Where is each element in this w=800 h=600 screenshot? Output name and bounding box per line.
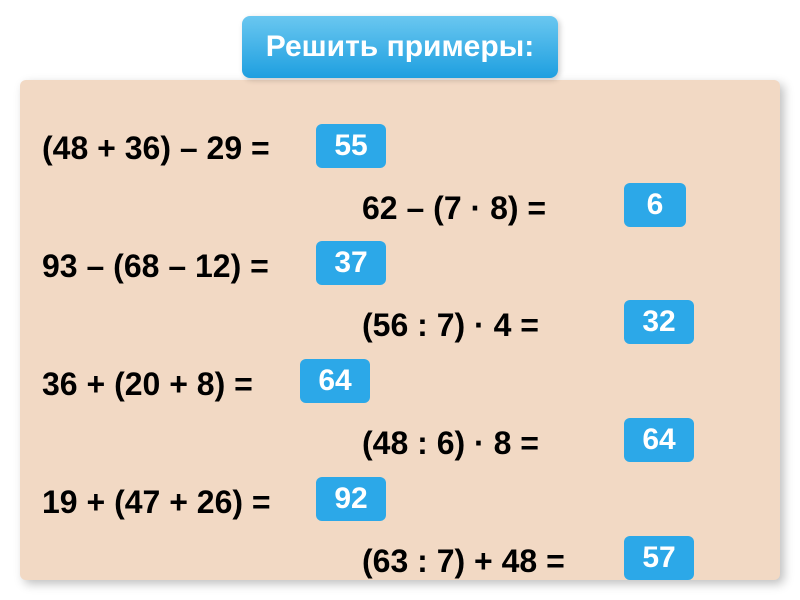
problem-4: (56 : 7) · 4 = — [362, 307, 539, 344]
title-banner: Решить примеры: — [242, 16, 558, 78]
problem-8: (63 : 7) + 48 = — [362, 543, 565, 580]
problem-7: 19 + (47 + 26) = — [42, 484, 271, 521]
problem-2: 62 – (7 · 8) = — [362, 190, 546, 227]
answer-1: 55 — [316, 124, 386, 168]
title-text: Решить примеры: — [266, 30, 535, 64]
problem-3: 93 – (68 – 12) = — [42, 248, 269, 285]
answer-6: 64 — [624, 418, 694, 462]
answer-3: 37 — [316, 241, 386, 285]
answer-2: 6 — [624, 183, 686, 227]
problem-1: (48 + 36) – 29 = — [42, 130, 270, 167]
problem-5: 36 + (20 + 8) = — [42, 366, 253, 403]
answer-8: 57 — [624, 536, 694, 580]
answer-7: 92 — [316, 477, 386, 521]
answer-5: 64 — [300, 359, 370, 403]
problem-6: (48 : 6) · 8 = — [362, 425, 539, 462]
answer-4: 32 — [624, 300, 694, 344]
